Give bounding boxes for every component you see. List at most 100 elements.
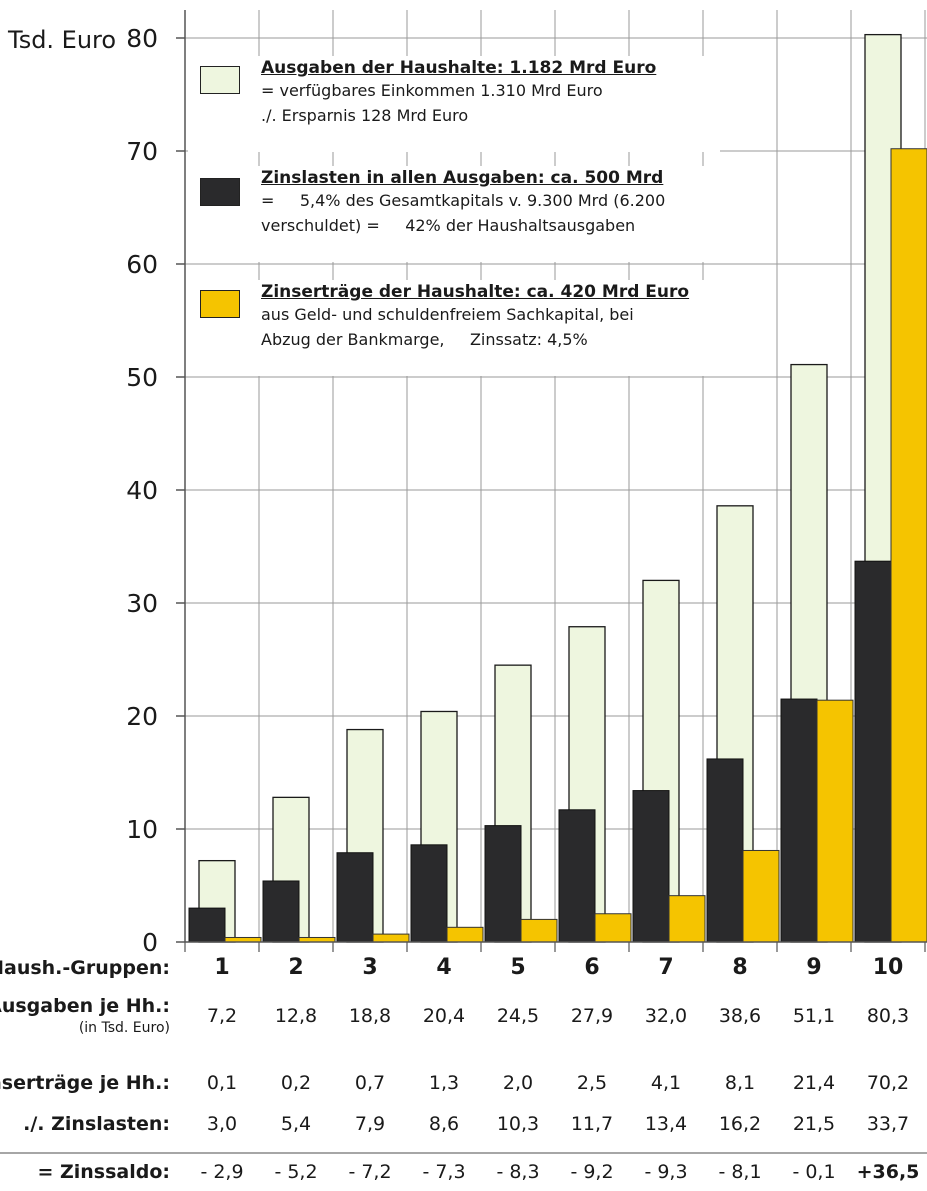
cell-ertraege: 0,1 — [206, 1072, 238, 1094]
cell-ertraege: 21,4 — [792, 1072, 836, 1094]
y-tick-label: 30 — [126, 589, 158, 618]
cell-saldo: - 2,9 — [200, 1161, 244, 1183]
y-tick-label: 70 — [126, 137, 158, 166]
cell-saldo: +36,5 — [856, 1161, 920, 1183]
cell-groups: 1 — [214, 955, 230, 980]
cell-lasten: 11,7 — [570, 1113, 614, 1135]
cell-saldo: - 7,2 — [348, 1161, 392, 1183]
cell-saldo: - 8,3 — [496, 1161, 540, 1183]
cell-lasten: 3,0 — [206, 1113, 238, 1135]
bar-zinslasten-8 — [706, 758, 744, 943]
y-tick-label: 0 — [142, 928, 158, 957]
legend-title: Zinslasten in allen Ausgaben: ca. 500 Mr… — [261, 168, 664, 188]
cell-groups: 4 — [436, 955, 452, 980]
bar-zinslasten-6 — [558, 809, 596, 943]
bar-zinslasten-4 — [410, 844, 448, 943]
cell-ausgaben: 38,6 — [718, 1005, 762, 1027]
cell-saldo: - 5,2 — [274, 1161, 318, 1183]
cell-lasten: 7,9 — [354, 1113, 386, 1135]
cell-groups: 8 — [732, 955, 748, 980]
cell-saldo: - 9,3 — [644, 1161, 688, 1183]
cell-ertraege: 8,1 — [724, 1072, 756, 1094]
legend-line: Abzug der Bankmarge, Zinssatz: 4,5% — [261, 330, 588, 349]
y-tick-label: 10 — [126, 815, 158, 844]
cell-ausgaben: 12,8 — [274, 1005, 318, 1027]
cell-groups: 3 — [362, 955, 378, 980]
bar-zinslasten-10 — [854, 560, 892, 943]
bar-ertraege-8 — [742, 849, 780, 943]
table-labels: Haush.-Gruppen: Ausgaben je Hh.: (in Tsd… — [0, 0, 170, 1191]
bar-ertraege-7 — [668, 895, 706, 943]
cell-lasten: 33,7 — [866, 1113, 910, 1135]
cell-lasten: 8,6 — [428, 1113, 460, 1135]
cell-lasten: 21,5 — [792, 1113, 836, 1135]
legend-line: = verfügbares Einkommen 1.310 Mrd Euro — [261, 81, 603, 100]
cell-ertraege: 70,2 — [866, 1072, 910, 1094]
row-label-ausgaben: Ausgaben je Hh.: — [0, 995, 170, 1017]
legend-swatch-ertraege — [200, 290, 240, 318]
cell-saldo: - 9,2 — [570, 1161, 614, 1183]
legend-line: ./. Ersparnis 128 Mrd Euro — [261, 106, 469, 125]
cell-ausgaben: 51,1 — [792, 1005, 836, 1027]
cell-ertraege: 2,5 — [576, 1072, 608, 1094]
y-tick-label: 40 — [126, 476, 158, 505]
bar-ertraege-5 — [520, 918, 558, 943]
bar-zinslasten-5 — [484, 825, 522, 943]
bar-ertraege-9 — [816, 699, 854, 943]
row-label-groups: Haush.-Gruppen: — [0, 957, 170, 979]
y-tick-label: 80 — [126, 24, 158, 53]
cell-groups: 9 — [806, 955, 822, 980]
row-label-ausgaben-unit: (in Tsd. Euro) — [78, 1020, 170, 1036]
cell-groups: 10 — [872, 955, 904, 980]
cell-saldo: - 8,1 — [718, 1161, 762, 1183]
cell-lasten: 5,4 — [280, 1113, 312, 1135]
row-label-saldo: = Zinssaldo: — [37, 1161, 170, 1183]
cell-ausgaben: 27,9 — [570, 1005, 614, 1027]
y-tick-label: 20 — [126, 702, 158, 731]
legend-title: Zinserträge der Haushalte: ca. 420 Mrd E… — [261, 282, 690, 302]
legend-1: Ausgaben der Haushalte: 1.182 Mrd Euro =… — [188, 56, 720, 152]
cell-ertraege: 0,7 — [354, 1072, 386, 1094]
legend-line: aus Geld- und schuldenfreiem Sachkapital… — [261, 305, 634, 324]
y-axis-label: Tsd. Euro — [8, 26, 117, 54]
cell-ertraege: 4,1 — [650, 1072, 682, 1094]
bar-zinslasten-1 — [188, 907, 226, 943]
legend-title: Ausgaben der Haushalte: 1.182 Mrd Euro — [261, 58, 657, 78]
bar-ertraege-6 — [594, 913, 632, 943]
cell-ausgaben: 18,8 — [348, 1005, 392, 1027]
cell-lasten: 13,4 — [644, 1113, 688, 1135]
cell-lasten: 10,3 — [496, 1113, 540, 1135]
cell-ertraege: 1,3 — [428, 1072, 460, 1094]
legend-2: Zinslasten in allen Ausgaben: ca. 500 Mr… — [188, 166, 720, 262]
cell-lasten: 16,2 — [718, 1113, 762, 1135]
bar-ertraege-3 — [372, 933, 410, 943]
cell-ausgaben: 20,4 — [422, 1005, 466, 1027]
bar-zinslasten-7 — [632, 790, 670, 943]
legend-swatch-ausgaben — [200, 66, 240, 94]
legend-line: verschuldet) = 42% der Haushaltsausgaben — [261, 216, 636, 235]
cell-ausgaben: 32,0 — [644, 1005, 688, 1027]
row-label-ertraege: Zinserträge je Hh.: — [0, 1072, 170, 1094]
legend-3: Zinserträge der Haushalte: ca. 420 Mrd E… — [188, 280, 720, 376]
cell-saldo: - 7,3 — [422, 1161, 466, 1183]
cell-groups: 5 — [510, 955, 526, 980]
cell-ertraege: 2,0 — [502, 1072, 534, 1094]
row-label-lasten: ./. Zinslasten: — [23, 1113, 170, 1135]
y-tick-labels: 0 10 20 30 40 50 60 70 80 — [126, 24, 158, 957]
legend-swatch-zinslasten — [200, 178, 240, 206]
y-tick-label: 50 — [126, 363, 158, 392]
bar-ertraege-10 — [890, 148, 927, 943]
cell-ausgaben: 7,2 — [206, 1005, 238, 1027]
cell-ertraege: 0,2 — [280, 1072, 312, 1094]
bar-zinslasten-2 — [262, 880, 300, 943]
cell-ausgaben: 24,5 — [496, 1005, 540, 1027]
cell-saldo: - 0,1 — [792, 1161, 836, 1183]
bar-zinslasten-9 — [780, 698, 818, 943]
cell-groups: 7 — [658, 955, 674, 980]
cell-groups: 2 — [288, 955, 304, 980]
legend-line: = 5,4% des Gesamtkapitals v. 9.300 Mrd (… — [261, 191, 666, 210]
cell-groups: 6 — [584, 955, 600, 980]
bar-ertraege-4 — [446, 926, 484, 943]
bar-zinslasten-3 — [336, 852, 374, 943]
